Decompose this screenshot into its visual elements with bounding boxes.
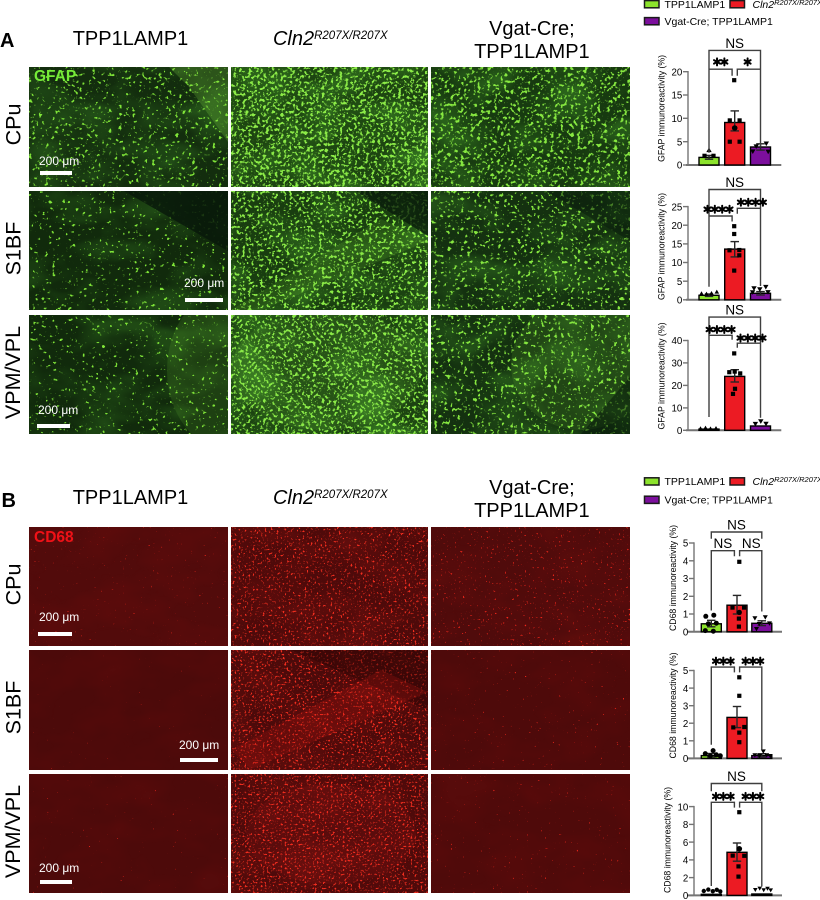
svg-text:0: 0 [683, 628, 689, 639]
svg-text:0: 0 [677, 161, 683, 172]
svg-text:0: 0 [677, 426, 683, 437]
svg-text:NS: NS [725, 303, 744, 318]
svg-text:15: 15 [672, 240, 683, 251]
svg-text:4: 4 [683, 684, 689, 695]
svg-text:4: 4 [683, 856, 689, 867]
svg-text:40: 40 [672, 336, 683, 347]
svg-text:8: 8 [683, 820, 688, 831]
svg-text:5: 5 [677, 277, 682, 288]
svg-text:Vgat-Cre; TPP1LAMP1: Vgat-Cre; TPP1LAMP1 [665, 16, 774, 28]
svg-text:GFAP immunoreactivity (%): GFAP immunoreactivity (%) [656, 55, 667, 162]
svg-text:GFAP immunoreactivity (%): GFAP immunoreactivity (%) [656, 193, 667, 300]
svg-text:20: 20 [672, 67, 683, 78]
svg-text:15: 15 [672, 91, 683, 102]
svg-text:2: 2 [683, 592, 688, 603]
svg-text:30: 30 [672, 359, 683, 370]
svg-text:3: 3 [683, 701, 688, 712]
svg-text:3: 3 [683, 574, 688, 585]
svg-text:CD68 immunoreactivity (%): CD68 immunoreactivity (%) [667, 525, 678, 631]
svg-text:25: 25 [672, 202, 683, 213]
svg-text:10: 10 [678, 802, 689, 813]
svg-text:0: 0 [677, 296, 683, 307]
svg-text:10: 10 [672, 114, 683, 125]
svg-text:4: 4 [683, 557, 689, 568]
svg-text:0: 0 [683, 754, 689, 765]
svg-text:NS: NS [727, 518, 746, 533]
svg-text:0: 0 [683, 891, 689, 900]
svg-text:TPP1LAMP1: TPP1LAMP1 [665, 476, 726, 488]
svg-text:20: 20 [672, 221, 683, 232]
svg-text:2: 2 [683, 873, 688, 884]
svg-text:10: 10 [672, 404, 683, 415]
svg-text:20: 20 [672, 381, 683, 392]
svg-text:NS: NS [742, 536, 761, 551]
svg-text:CD68 immunoreactivity (%): CD68 immunoreactivity (%) [667, 653, 678, 759]
svg-text:5: 5 [677, 137, 682, 148]
svg-text:TPP1LAMP1: TPP1LAMP1 [665, 0, 726, 11]
svg-text:NS: NS [725, 36, 744, 51]
svg-text:2: 2 [683, 719, 688, 730]
svg-text:NS: NS [725, 175, 744, 190]
svg-text:6: 6 [683, 838, 688, 849]
svg-text:1: 1 [683, 610, 688, 621]
svg-text:NS: NS [714, 536, 733, 551]
svg-text:Cln2R207X/R207X: Cln2R207X/R207X [753, 475, 820, 488]
svg-text:5: 5 [683, 666, 688, 677]
svg-text:Cln2R207X/R207X: Cln2R207X/R207X [753, 0, 820, 11]
svg-text:GFAP immunoreactivity (%): GFAP immunoreactivity (%) [656, 323, 667, 430]
svg-text:NS: NS [727, 769, 746, 784]
svg-text:1: 1 [683, 737, 688, 748]
svg-text:Vgat-Cre; TPP1LAMP1: Vgat-Cre; TPP1LAMP1 [665, 494, 774, 506]
svg-text:10: 10 [672, 258, 683, 269]
svg-text:5: 5 [683, 539, 688, 550]
svg-text:CD68 immunoreactivity (%): CD68 immunoreactivity (%) [662, 787, 673, 893]
